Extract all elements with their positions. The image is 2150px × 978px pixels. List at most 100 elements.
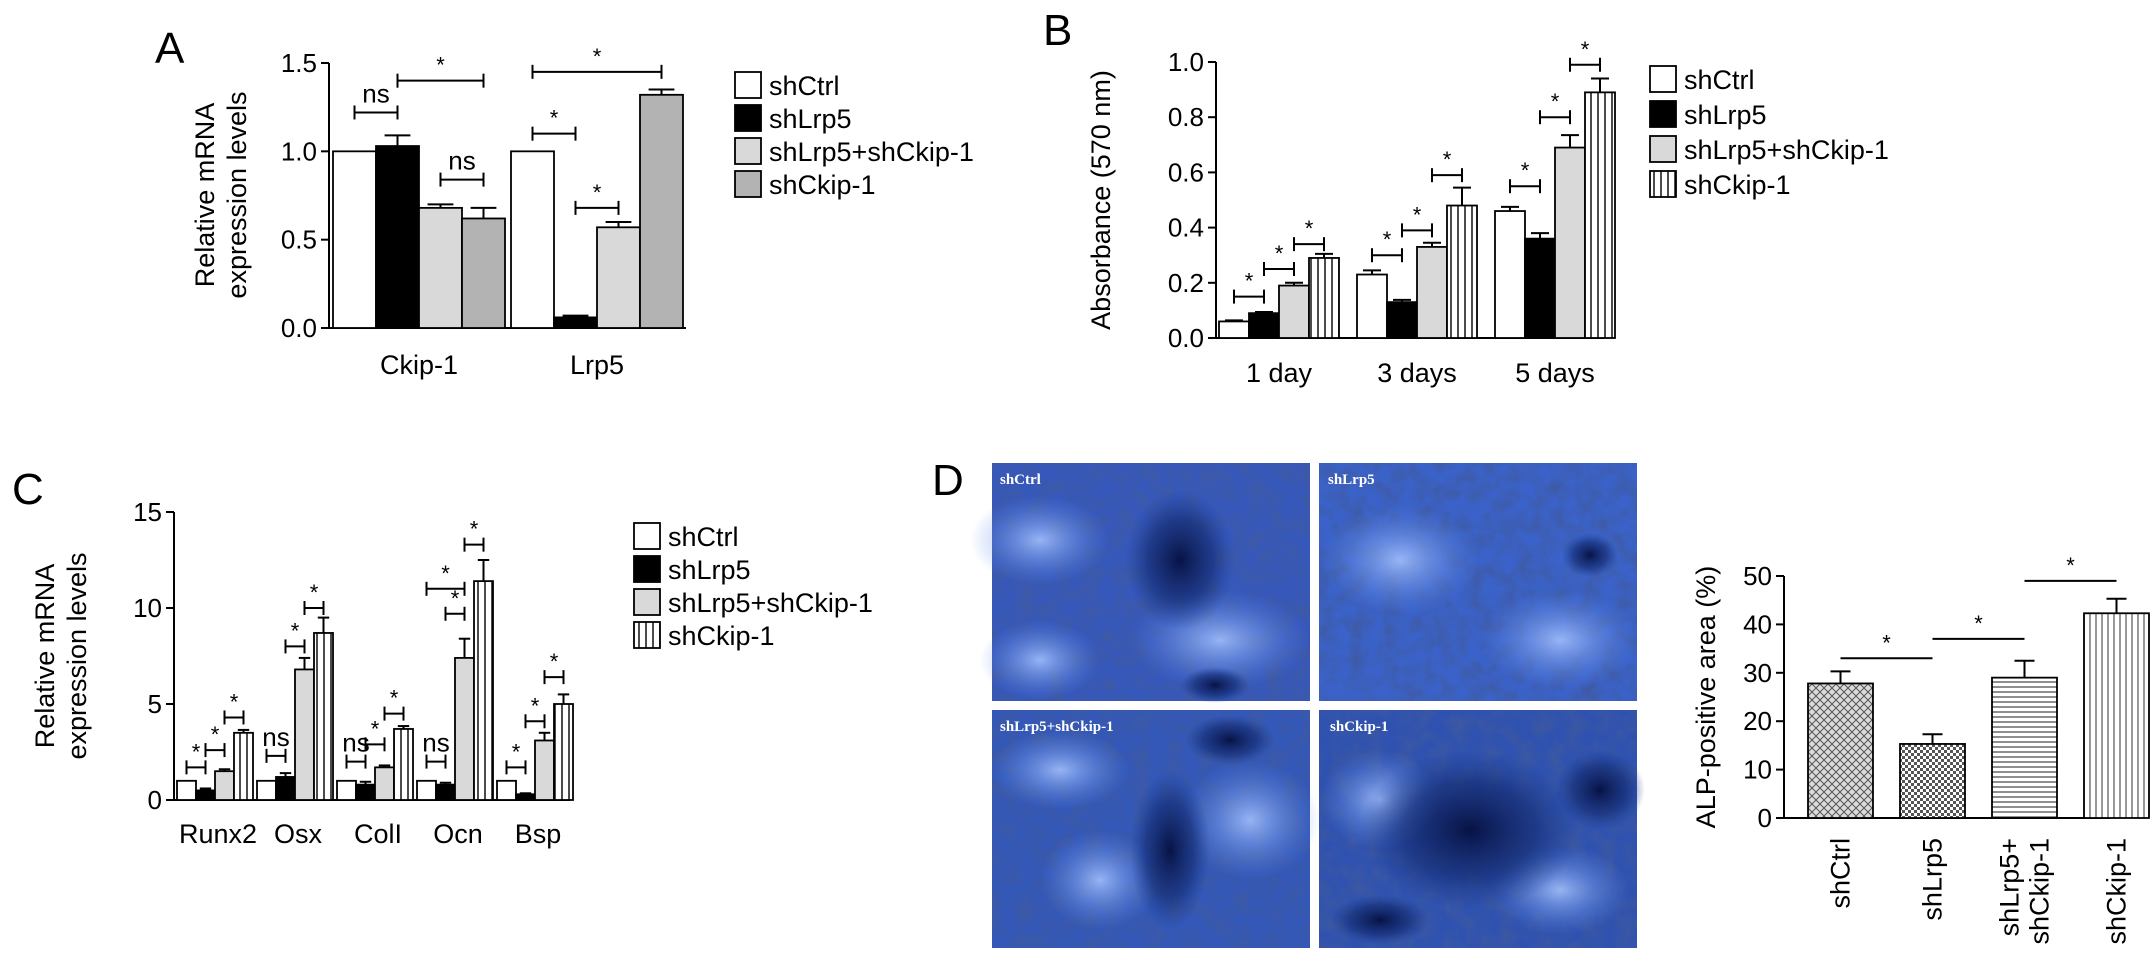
significance-marker: * (593, 44, 602, 69)
panel-letter-c: C (12, 465, 44, 514)
bar-1-day-shlrp5-shckip-1 (1278, 284, 1310, 339)
bar-bsp-shlrp5 (515, 793, 536, 801)
y-axis-label: ALP-positive area (%) (1691, 566, 1721, 829)
micrograph-shckip1: shCkip-1 (1319, 710, 1645, 948)
bar-shlrp5 (1899, 743, 1966, 819)
significance-marker: * (230, 689, 239, 714)
bar-shlrp5-shckip-1 (1991, 676, 2058, 819)
bar-bsp-shctrl (496, 779, 517, 801)
legend-label-shckip-1: shCkip-1 (769, 170, 876, 200)
x-category-label: shCtrl (1826, 838, 1856, 909)
legend-swatch-shlrp5 (1649, 100, 1677, 128)
bar-1-day-shctrl (1218, 320, 1250, 339)
y-tick-label: 40 (1743, 609, 1772, 639)
bar-5-days-shctrl (1494, 210, 1526, 339)
bar-5-days-shlrp5-shckip-1 (1554, 146, 1586, 339)
chart-d-alp-positive-area: 0 10 20 30 40 50 ALP-positive area (%) shCtrl sh… (1691, 553, 2150, 945)
y-tick-label: 0.4 (1168, 213, 1204, 243)
bar-1-day-shckip-1 (1308, 257, 1340, 339)
micrograph-label-shckip1: shCkip-1 (1330, 719, 1388, 735)
significance-marker: * (441, 561, 450, 586)
micrograph-shlrp5-shckip1: shLrp5+shCkip-1 (990, 710, 1320, 948)
bar-coli-shlrp5-shckip-1 (374, 766, 395, 801)
legend-label-shckip-1: shCkip-1 (1684, 170, 1791, 200)
x-category-label: shCkip-1 (2025, 838, 2055, 945)
significance-marker: * (291, 618, 300, 643)
bar-osx-shckip-1 (313, 632, 334, 801)
bar-shctrl (1807, 682, 1874, 819)
significance-marker: * (512, 739, 521, 764)
panel-letter-a: A (155, 24, 185, 73)
x-category-label: Ckip-1 (380, 350, 458, 380)
legend-label-shlrp5: shLrp5 (1684, 100, 1767, 130)
y-axis-label: Relative mRNA (190, 103, 220, 288)
bar-runx2-shctrl (176, 779, 197, 801)
y-tick-label: 10 (133, 593, 162, 623)
bar-runx2-shckip-1 (233, 731, 254, 801)
y-tick-label: 1.0 (1168, 47, 1204, 77)
bar-ocn-shctrl (416, 779, 437, 801)
bar-3-days-shckip-1 (1446, 204, 1478, 339)
significance-marker: ns (262, 722, 289, 752)
x-category-label: 5 days (1515, 358, 1595, 388)
panel-letter-b: B (1043, 6, 1072, 55)
bar-coli-shckip-1 (393, 728, 414, 801)
micrograph-label-shlrp5-shckip1: shLrp5+shCkip-1 (1000, 719, 1114, 735)
y-axis-label: expression levels (222, 91, 252, 298)
chart-a-mrna-ckip1-lrp5: 0.0 0.5 1.0 1.5 Relative mRNA expression leve… (190, 44, 974, 380)
x-category-label: 3 days (1377, 358, 1457, 388)
significance-marker: * (1521, 158, 1530, 183)
legend-label-shctrl: shCtrl (1684, 65, 1755, 95)
legend-label-shctrl: shCtrl (769, 71, 840, 101)
x-category-label: Osx (274, 819, 323, 849)
bar-5-days-shckip-1 (1584, 91, 1616, 339)
significance-marker: ns (362, 78, 389, 108)
y-tick-label: 20 (1743, 706, 1772, 736)
significance-marker: * (390, 686, 399, 711)
y-tick-label: 30 (1743, 658, 1772, 688)
y-tick-label: 0.8 (1168, 102, 1204, 132)
y-tick-label: 1.5 (281, 48, 317, 78)
x-category-label: 1 day (1246, 358, 1313, 388)
y-tick-label: 0.5 (281, 225, 317, 255)
significance-marker: * (470, 517, 479, 542)
significance-marker: * (2066, 553, 2075, 578)
micrograph-shctrl: shCtrl (970, 463, 1310, 703)
bar-shckip-1 (2083, 612, 2150, 819)
significance-marker: * (1581, 37, 1590, 62)
bar-osx-shlrp5-shckip-1 (294, 668, 315, 801)
legend-swatch-shckip-1 (1649, 170, 1677, 198)
bar-lrp5-shlrp5-shckip-1 (596, 226, 641, 329)
bar-coli-shlrp5 (355, 783, 376, 801)
y-axis-label: Absorbance (570 nm) (1086, 70, 1116, 330)
y-tick-label: 1.0 (281, 136, 317, 166)
bar-ocn-shlrp5-shckip-1 (454, 657, 475, 801)
significance-marker: ns (422, 728, 449, 758)
legend-label-shckip-1: shCkip-1 (668, 621, 775, 651)
bar-osx-shlrp5 (275, 776, 296, 801)
bar-runx2-shlrp5-shckip-1 (214, 770, 235, 801)
significance-marker: * (211, 722, 220, 747)
legend-swatch-shlrp5-shckip-1 (734, 137, 762, 165)
y-tick-label: 0.0 (281, 313, 317, 343)
chart-c-osteogenic-markers: 0 5 10 15 Relative mRNA expression levels Runx… (30, 497, 873, 849)
alp-staining-micrographs: shCtrl shLrp5 shLrp5+shCkip-1 (970, 463, 1645, 948)
y-tick-label: 5 (148, 689, 162, 719)
significance-marker: * (550, 106, 559, 131)
x-category-label: ColI (354, 819, 402, 849)
micrograph-label-shctrl: shCtrl (1000, 472, 1041, 488)
x-category-label: shLrp5+ (1995, 838, 2025, 936)
legend-label-shlrp5: shLrp5 (769, 104, 852, 134)
legend-swatch-shlrp5 (734, 104, 762, 132)
legend-swatch-shctrl (1649, 65, 1677, 93)
legend-swatch-shctrl (633, 522, 661, 550)
micrograph-label-shlrp5: shLrp5 (1328, 472, 1375, 488)
significance-marker: * (371, 716, 380, 741)
y-tick-label: 0 (1758, 803, 1772, 833)
y-tick-label: 0.2 (1168, 268, 1204, 298)
significance-marker: * (593, 180, 602, 205)
significance-marker: * (192, 739, 201, 764)
y-axis-label: expression levels (62, 552, 92, 759)
chart-b-absorbance: 0.0 0.2 0.4 0.6 0.8 1.0 Absorbance (570 nm) 1 d… (1086, 37, 1889, 388)
legend-swatch-shlrp5 (633, 555, 661, 583)
